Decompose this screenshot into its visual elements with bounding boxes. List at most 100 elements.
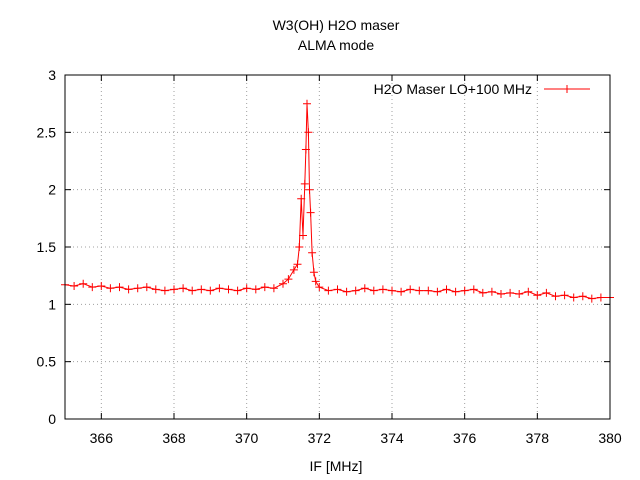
data-point bbox=[324, 286, 333, 295]
y-tick-label: 2.5 bbox=[37, 124, 57, 140]
x-tick-label: 372 bbox=[308, 430, 332, 446]
data-point bbox=[197, 285, 206, 294]
data-point bbox=[299, 231, 307, 240]
y-tick-label: 2 bbox=[48, 182, 56, 198]
data-point bbox=[160, 286, 169, 295]
data-point bbox=[433, 287, 442, 296]
x-tick-label: 370 bbox=[235, 430, 259, 446]
data-point bbox=[596, 293, 605, 302]
data-point bbox=[551, 292, 560, 301]
data-point bbox=[397, 287, 406, 296]
data-point bbox=[360, 284, 369, 293]
data-point bbox=[524, 287, 533, 296]
data-point bbox=[133, 284, 142, 293]
y-tick-label: 1.5 bbox=[37, 239, 57, 255]
data-point bbox=[179, 284, 188, 293]
data-point bbox=[369, 286, 378, 295]
x-tick-label: 378 bbox=[526, 430, 550, 446]
tick-marks bbox=[65, 74, 611, 420]
y-tick-label: 0.5 bbox=[37, 354, 57, 370]
data-point bbox=[304, 128, 313, 137]
x-tick-label: 368 bbox=[162, 430, 186, 446]
data-point bbox=[497, 290, 505, 298]
data-point bbox=[306, 208, 315, 217]
data-point bbox=[242, 284, 251, 293]
data-point bbox=[224, 285, 233, 294]
data-point bbox=[308, 248, 317, 257]
data-point bbox=[279, 279, 287, 288]
data-point bbox=[233, 286, 242, 295]
data-point bbox=[289, 265, 298, 274]
legend-label: H2O Maser LO+100 MHz bbox=[374, 81, 532, 97]
y-tick-label: 0 bbox=[48, 411, 56, 427]
plot-frame bbox=[64, 74, 611, 420]
x-tick-label: 374 bbox=[380, 430, 404, 446]
data-point bbox=[506, 288, 515, 297]
data-point bbox=[215, 284, 224, 293]
y-tick-label: 1 bbox=[48, 296, 56, 312]
x-axis-label: IF [MHz] bbox=[310, 458, 363, 474]
data-point bbox=[569, 293, 578, 302]
data-point bbox=[79, 279, 88, 288]
data-point bbox=[309, 268, 318, 277]
data-point bbox=[124, 285, 133, 294]
data-point bbox=[388, 286, 396, 295]
data-point bbox=[311, 277, 320, 286]
data-point bbox=[460, 286, 469, 295]
data-point bbox=[533, 291, 542, 300]
data-point bbox=[333, 285, 342, 294]
data-point bbox=[451, 287, 460, 296]
legend: H2O Maser LO+100 MHz bbox=[374, 81, 590, 97]
data-point bbox=[295, 243, 304, 251]
data-point bbox=[142, 283, 151, 292]
data-point bbox=[587, 294, 596, 303]
data-point bbox=[206, 286, 215, 295]
data-point bbox=[301, 145, 310, 154]
x-tick-label: 380 bbox=[598, 430, 622, 446]
data-point bbox=[269, 284, 278, 293]
data-point bbox=[303, 99, 311, 108]
legend-swatch-marker bbox=[563, 85, 571, 93]
data-point bbox=[106, 284, 115, 293]
data-point bbox=[560, 291, 569, 300]
data-point bbox=[88, 283, 97, 292]
x-tick-label: 366 bbox=[90, 430, 114, 446]
data-point bbox=[97, 282, 106, 290]
series-line bbox=[64, 103, 610, 300]
data-point bbox=[442, 285, 451, 294]
y-tick-labels: 0 0.5 1 1.5 2 2.5 3 bbox=[37, 67, 57, 427]
data-point bbox=[378, 285, 387, 294]
data-point bbox=[300, 179, 309, 188]
data-point bbox=[170, 285, 178, 294]
data-point bbox=[315, 283, 324, 292]
data-point bbox=[424, 286, 433, 295]
data-point bbox=[293, 260, 302, 269]
data-point bbox=[515, 290, 524, 298]
data-point bbox=[487, 287, 496, 296]
data-point bbox=[284, 275, 293, 284]
data-point bbox=[351, 286, 360, 295]
data-point bbox=[305, 185, 314, 194]
y-tick-label: 3 bbox=[48, 67, 56, 83]
data-point bbox=[297, 194, 306, 203]
data-point bbox=[415, 286, 424, 295]
data-point bbox=[151, 285, 160, 294]
x-tick-labels: 366 368 370 372 374 376 378 380 bbox=[90, 430, 622, 446]
data-point bbox=[70, 282, 79, 290]
grid bbox=[65, 75, 610, 419]
data-point bbox=[406, 285, 415, 294]
data-point bbox=[478, 288, 487, 297]
chart-subtitle: ALMA mode bbox=[298, 37, 374, 53]
data-point bbox=[260, 283, 269, 292]
data-point bbox=[115, 283, 124, 292]
data-point bbox=[542, 288, 551, 297]
data-point bbox=[469, 285, 478, 294]
data-point bbox=[342, 287, 351, 296]
data-point bbox=[188, 286, 197, 295]
data-point bbox=[578, 292, 587, 301]
chart-title: W3(OH) H2O maser bbox=[273, 17, 400, 33]
x-tick-label: 376 bbox=[453, 430, 477, 446]
series-group bbox=[61, 99, 614, 303]
data-point bbox=[251, 285, 260, 294]
